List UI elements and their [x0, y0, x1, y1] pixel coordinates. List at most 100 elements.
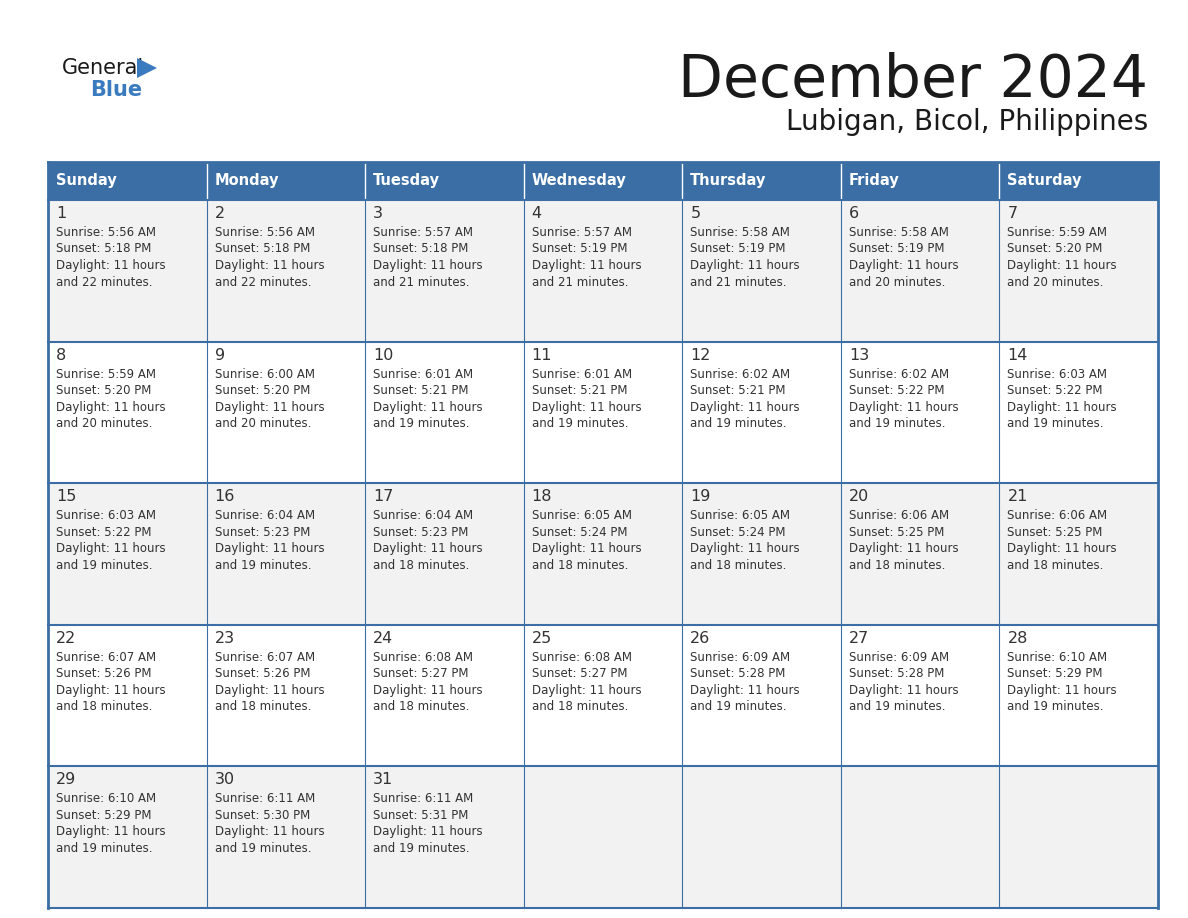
Text: Sunrise: 6:03 AM: Sunrise: 6:03 AM	[1007, 367, 1107, 381]
Text: Sunrise: 6:05 AM: Sunrise: 6:05 AM	[690, 509, 790, 522]
Text: 24: 24	[373, 631, 393, 645]
Text: and 18 minutes.: and 18 minutes.	[215, 700, 311, 713]
Text: 21: 21	[1007, 489, 1028, 504]
Text: 8: 8	[56, 348, 67, 363]
Text: and 19 minutes.: and 19 minutes.	[215, 842, 311, 855]
Text: General: General	[62, 58, 144, 78]
Text: 23: 23	[215, 631, 235, 645]
Text: Daylight: 11 hours: Daylight: 11 hours	[849, 684, 959, 697]
Text: Sunset: 5:20 PM: Sunset: 5:20 PM	[56, 384, 151, 397]
Text: Daylight: 11 hours: Daylight: 11 hours	[373, 543, 482, 555]
Bar	[48, 162, 207, 200]
Text: Sunset: 5:21 PM: Sunset: 5:21 PM	[690, 384, 785, 397]
Text: Daylight: 11 hours: Daylight: 11 hours	[690, 684, 800, 697]
Bar	[524, 767, 682, 908]
Text: Sunset: 5:26 PM: Sunset: 5:26 PM	[215, 667, 310, 680]
Text: Daylight: 11 hours: Daylight: 11 hours	[215, 543, 324, 555]
Text: Sunset: 5:20 PM: Sunset: 5:20 PM	[1007, 242, 1102, 255]
Text: and 20 minutes.: and 20 minutes.	[849, 275, 946, 288]
Text: Lubigan, Bicol, Philippines: Lubigan, Bicol, Philippines	[785, 108, 1148, 136]
Text: 19: 19	[690, 489, 710, 504]
Bar	[682, 162, 841, 200]
Text: 13: 13	[849, 348, 870, 363]
Text: Sunrise: 6:04 AM: Sunrise: 6:04 AM	[373, 509, 473, 522]
Text: and 19 minutes.: and 19 minutes.	[56, 559, 152, 572]
Text: Daylight: 11 hours: Daylight: 11 hours	[215, 825, 324, 838]
Bar	[841, 767, 999, 908]
Text: and 20 minutes.: and 20 minutes.	[1007, 275, 1104, 288]
Text: 27: 27	[849, 631, 870, 645]
Text: and 19 minutes.: and 19 minutes.	[373, 417, 469, 431]
Text: Wednesday: Wednesday	[532, 174, 626, 188]
Text: Saturday: Saturday	[1007, 174, 1082, 188]
Text: Sunrise: 6:08 AM: Sunrise: 6:08 AM	[373, 651, 473, 664]
Text: 12: 12	[690, 348, 710, 363]
Bar	[524, 341, 682, 483]
Text: Sunset: 5:23 PM: Sunset: 5:23 PM	[373, 526, 468, 539]
Text: Monday: Monday	[215, 174, 279, 188]
Text: Daylight: 11 hours: Daylight: 11 hours	[849, 400, 959, 414]
Text: and 19 minutes.: and 19 minutes.	[215, 559, 311, 572]
Text: 16: 16	[215, 489, 235, 504]
Bar	[841, 625, 999, 767]
Text: 25: 25	[532, 631, 552, 645]
Text: and 22 minutes.: and 22 minutes.	[56, 275, 152, 288]
Bar	[207, 162, 365, 200]
Text: Sunrise: 6:06 AM: Sunrise: 6:06 AM	[1007, 509, 1107, 522]
Text: Sunrise: 6:05 AM: Sunrise: 6:05 AM	[532, 509, 632, 522]
Bar	[524, 200, 682, 341]
Text: and 19 minutes.: and 19 minutes.	[690, 700, 786, 713]
Text: Sunset: 5:19 PM: Sunset: 5:19 PM	[532, 242, 627, 255]
Text: Daylight: 11 hours: Daylight: 11 hours	[532, 543, 642, 555]
Text: 28: 28	[1007, 631, 1028, 645]
Bar	[682, 200, 841, 341]
Bar	[999, 341, 1158, 483]
Bar	[207, 200, 365, 341]
Text: Sunset: 5:31 PM: Sunset: 5:31 PM	[373, 809, 468, 822]
Text: Sunrise: 6:11 AM: Sunrise: 6:11 AM	[215, 792, 315, 805]
Bar	[207, 483, 365, 625]
Text: Friday: Friday	[849, 174, 899, 188]
Bar	[841, 483, 999, 625]
Text: Sunset: 5:22 PM: Sunset: 5:22 PM	[1007, 384, 1102, 397]
Text: Sunset: 5:25 PM: Sunset: 5:25 PM	[1007, 526, 1102, 539]
Text: and 19 minutes.: and 19 minutes.	[532, 417, 628, 431]
Text: Sunrise: 6:10 AM: Sunrise: 6:10 AM	[1007, 651, 1107, 664]
Text: Sunrise: 5:58 AM: Sunrise: 5:58 AM	[849, 226, 949, 239]
Bar	[841, 200, 999, 341]
Bar	[207, 341, 365, 483]
Bar	[524, 162, 682, 200]
Text: and 21 minutes.: and 21 minutes.	[373, 275, 469, 288]
Text: Sunset: 5:23 PM: Sunset: 5:23 PM	[215, 526, 310, 539]
Text: and 22 minutes.: and 22 minutes.	[215, 275, 311, 288]
Text: Tuesday: Tuesday	[373, 174, 440, 188]
Text: Daylight: 11 hours: Daylight: 11 hours	[532, 259, 642, 272]
Text: Sunrise: 6:07 AM: Sunrise: 6:07 AM	[215, 651, 315, 664]
Bar	[682, 341, 841, 483]
Text: Sunrise: 6:09 AM: Sunrise: 6:09 AM	[690, 651, 790, 664]
Text: Sunrise: 6:02 AM: Sunrise: 6:02 AM	[849, 367, 949, 381]
Text: Sunset: 5:21 PM: Sunset: 5:21 PM	[373, 384, 468, 397]
Text: Daylight: 11 hours: Daylight: 11 hours	[56, 543, 165, 555]
Text: 22: 22	[56, 631, 76, 645]
Text: Sunrise: 6:07 AM: Sunrise: 6:07 AM	[56, 651, 156, 664]
Text: Sunrise: 6:03 AM: Sunrise: 6:03 AM	[56, 509, 156, 522]
Text: 29: 29	[56, 772, 76, 788]
Text: and 18 minutes.: and 18 minutes.	[373, 559, 469, 572]
Text: Daylight: 11 hours: Daylight: 11 hours	[373, 259, 482, 272]
Bar	[365, 341, 524, 483]
Text: Daylight: 11 hours: Daylight: 11 hours	[56, 684, 165, 697]
Text: Daylight: 11 hours: Daylight: 11 hours	[690, 259, 800, 272]
Text: and 19 minutes.: and 19 minutes.	[849, 700, 946, 713]
Text: Sunrise: 6:01 AM: Sunrise: 6:01 AM	[373, 367, 473, 381]
Text: Sunset: 5:24 PM: Sunset: 5:24 PM	[690, 526, 785, 539]
Text: Daylight: 11 hours: Daylight: 11 hours	[532, 684, 642, 697]
Text: Sunset: 5:28 PM: Sunset: 5:28 PM	[849, 667, 944, 680]
Text: 15: 15	[56, 489, 76, 504]
Text: Sunset: 5:18 PM: Sunset: 5:18 PM	[373, 242, 468, 255]
Text: Sunset: 5:28 PM: Sunset: 5:28 PM	[690, 667, 785, 680]
Bar	[841, 341, 999, 483]
Text: and 21 minutes.: and 21 minutes.	[532, 275, 628, 288]
Text: 4: 4	[532, 206, 542, 221]
Text: 9: 9	[215, 348, 225, 363]
